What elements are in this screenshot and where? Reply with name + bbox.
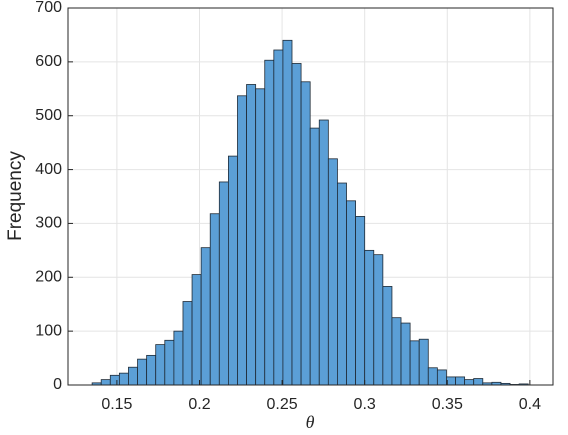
bar: [300, 81, 311, 386]
bar: [291, 63, 302, 386]
x-tick-label: 0.2: [188, 396, 210, 413]
y-axis-label: Frequency: [5, 151, 26, 241]
bar: [128, 366, 138, 386]
bar: [182, 301, 193, 386]
bar: [446, 376, 456, 386]
y-tick-label: 600: [35, 53, 62, 70]
x-tick-label: 0.25: [267, 396, 298, 413]
bar: [391, 317, 402, 386]
bar: [355, 216, 366, 386]
bar: [309, 127, 320, 386]
bar: [164, 339, 175, 386]
bar: [427, 367, 438, 386]
bars: [91, 39, 529, 386]
y-tick-label: 100: [35, 322, 62, 339]
y-tick-label: 200: [35, 269, 62, 286]
bar: [364, 249, 375, 386]
bar: [218, 181, 229, 386]
bar: [118, 372, 129, 386]
x-tick-label: 0.3: [354, 396, 376, 413]
bar: [409, 340, 420, 386]
bar: [109, 374, 120, 386]
bar: [400, 322, 411, 386]
x-tick-label: 0.15: [101, 396, 132, 413]
bar: [464, 379, 475, 386]
bar: [418, 338, 429, 386]
bar: [200, 247, 211, 386]
bar: [282, 39, 293, 386]
bar: [246, 84, 257, 386]
bar: [473, 378, 484, 386]
bar: [146, 354, 157, 386]
bar: [100, 379, 111, 386]
bar: [327, 158, 338, 386]
plot-frame: [67, 7, 554, 386]
bar: [382, 286, 393, 386]
bar: [273, 49, 284, 386]
bar: [255, 88, 266, 386]
bar: [155, 344, 166, 386]
bar: [237, 95, 247, 386]
bar: [137, 358, 148, 386]
bar: [346, 200, 356, 386]
bar: [373, 254, 384, 386]
y-tick-label: 0: [53, 376, 62, 393]
y-tick-label: 400: [35, 161, 62, 178]
x-axis-label: θ: [306, 412, 315, 432]
bar: [264, 59, 275, 386]
y-tick-label: 700: [35, 0, 62, 16]
y-tick-label: 500: [35, 107, 62, 124]
bar: [209, 213, 220, 386]
bar: [337, 182, 347, 386]
bar: [173, 330, 184, 386]
x-tick-label: 0.4: [519, 396, 541, 413]
bar: [318, 119, 329, 386]
y-tick-label: 300: [35, 215, 62, 232]
bar: [455, 376, 466, 386]
bar: [436, 369, 447, 386]
bar: [228, 155, 238, 386]
bar: [191, 274, 202, 386]
x-tick-label: 0.35: [432, 396, 463, 413]
